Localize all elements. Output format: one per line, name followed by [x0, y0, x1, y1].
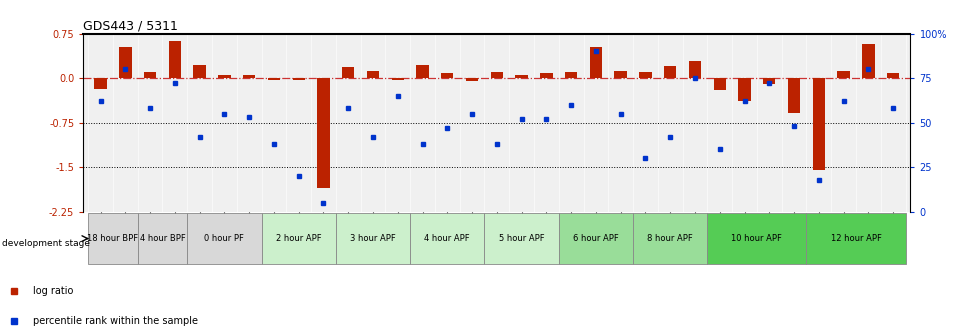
Bar [194, 65, 205, 78]
Bar [335, 213, 410, 264]
Bar [713, 78, 726, 90]
Text: 4 hour APF: 4 hour APF [424, 234, 469, 243]
Bar [707, 213, 806, 264]
Bar [168, 41, 181, 78]
Text: 2 hour APF: 2 hour APF [276, 234, 321, 243]
Bar [144, 72, 156, 78]
Bar [514, 75, 527, 78]
Bar [218, 75, 231, 78]
Text: 6 hour APF: 6 hour APF [572, 234, 618, 243]
Bar [737, 78, 750, 101]
Bar [484, 213, 558, 264]
Bar [391, 78, 404, 81]
Text: 10 hour APF: 10 hour APF [731, 234, 781, 243]
Text: 4 hour BPF: 4 hour BPF [140, 234, 185, 243]
Bar [689, 61, 700, 78]
Bar [410, 213, 484, 264]
Text: 18 hour BPF: 18 hour BPF [87, 234, 138, 243]
Text: development stage: development stage [2, 239, 90, 248]
Text: 5 hour APF: 5 hour APF [498, 234, 544, 243]
Bar [639, 72, 651, 78]
Bar [787, 78, 799, 113]
Text: percentile rank within the sample: percentile rank within the sample [33, 316, 199, 326]
Bar [886, 73, 899, 78]
Text: 12 hour APF: 12 hour APF [829, 234, 880, 243]
Bar [138, 213, 187, 264]
Bar [812, 78, 824, 170]
Bar [88, 213, 138, 264]
Text: log ratio: log ratio [33, 286, 73, 296]
Bar [267, 78, 280, 81]
Text: 3 hour APF: 3 hour APF [350, 234, 395, 243]
Bar [292, 78, 304, 81]
Text: GDS443 / 5311: GDS443 / 5311 [83, 19, 178, 33]
Bar [762, 78, 775, 84]
Bar [317, 78, 330, 188]
Bar [540, 73, 552, 78]
Bar [862, 44, 873, 78]
Bar [94, 78, 107, 89]
Bar [187, 213, 261, 264]
Bar [490, 72, 503, 78]
Bar [367, 71, 378, 78]
Bar [466, 78, 478, 81]
Bar [243, 75, 255, 78]
Bar [836, 71, 849, 78]
Bar [558, 213, 633, 264]
Text: 8 hour APF: 8 hour APF [646, 234, 692, 243]
Bar [663, 66, 676, 78]
Bar [119, 47, 131, 78]
Bar [564, 72, 577, 78]
Bar [261, 213, 335, 264]
Bar [441, 73, 453, 78]
Bar [614, 71, 626, 78]
Bar [416, 65, 428, 78]
Bar [633, 213, 707, 264]
Bar [806, 213, 905, 264]
Bar [341, 68, 354, 78]
Text: 0 hour PF: 0 hour PF [204, 234, 244, 243]
Bar [589, 47, 601, 78]
